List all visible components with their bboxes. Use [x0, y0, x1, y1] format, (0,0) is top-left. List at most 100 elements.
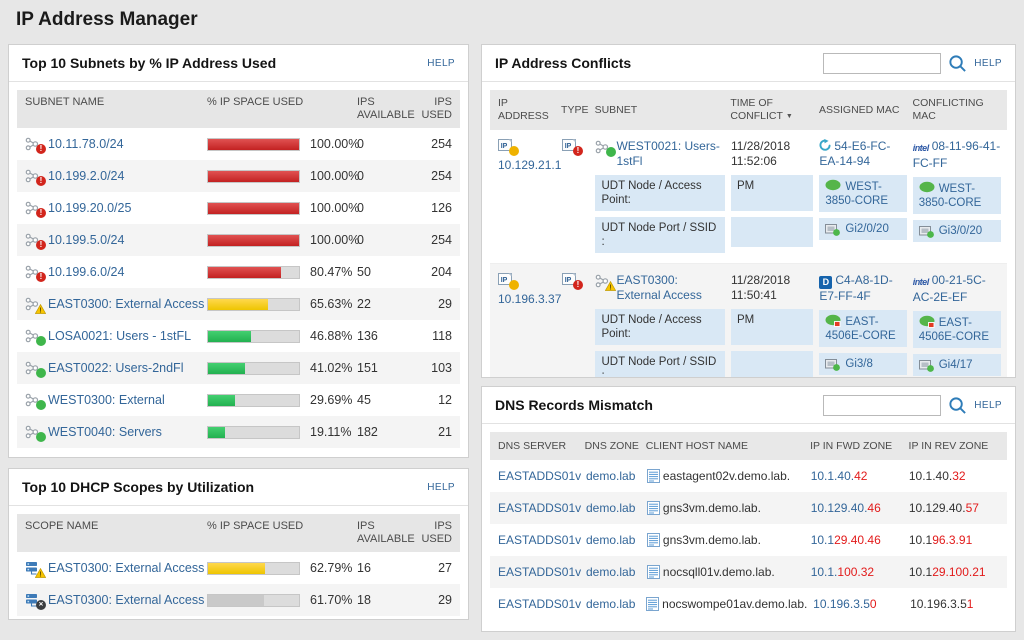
col-assigned-mac[interactable]: ASSIGNED MAC: [819, 104, 913, 117]
assigned-udt-node: WEST-3850-CORE: [819, 175, 906, 212]
subnet-cell: EAST0022: Users-2ndFl: [25, 361, 207, 375]
conflict-ip-link[interactable]: 10.196.3.37: [498, 292, 561, 306]
assigned-port-link[interactable]: Gi3/8: [845, 357, 873, 371]
dns-zone-cell: demo.lab: [586, 469, 647, 483]
assigned-udt-port: Gi2/0/20: [819, 218, 906, 240]
subnet-link[interactable]: 10.199.2.0/24: [48, 169, 124, 183]
usage-percent: 100.00%: [302, 233, 357, 247]
usage-bar: [207, 202, 302, 215]
dns-server-link[interactable]: EASTADDS01v: [498, 469, 581, 483]
conflicting-port-link[interactable]: Gi4/17: [939, 358, 973, 372]
table-row: WEST0040: Servers19.11%18221: [17, 416, 460, 448]
dns-server-cell: EASTADDS01v: [498, 501, 586, 515]
client-host-name: eastagent02v.demo.lab.: [663, 469, 790, 483]
dns-zone-link[interactable]: demo.lab: [586, 501, 635, 515]
subnet-cell: !10.11.78.0/24: [25, 137, 207, 151]
conflict-subnet-link[interactable]: EAST0300: External Access: [616, 273, 725, 303]
col-ip-in-rev-zone[interactable]: IP IN REV ZONE: [909, 440, 1007, 452]
col-type[interactable]: TYPE: [561, 104, 595, 117]
critical-status-icon: !: [36, 240, 46, 250]
ips-used-value: 126: [419, 201, 452, 215]
assigned-port-link[interactable]: Gi2/0/20: [845, 222, 888, 236]
subnet-link[interactable]: EAST0022: Users-2ndFl: [48, 361, 183, 375]
dns-zone-cell: demo.lab: [586, 533, 647, 547]
ip-rev-zone-cell: 10.1.40.32: [909, 469, 1007, 483]
subnet-link[interactable]: 10.199.5.0/24: [48, 233, 124, 247]
client-host-cell: gns3vm.demo.lab.: [647, 501, 811, 515]
dhcp-scope-link[interactable]: EAST0300: External Access: [48, 561, 204, 575]
ip-fwd-zone-cell: 10.1.40.42: [811, 469, 909, 483]
node-status-icon: [825, 179, 842, 192]
conflict-ip-link[interactable]: 10.129.21.1: [498, 158, 561, 172]
col-dns-server[interactable]: DNS SERVER: [498, 440, 585, 452]
help-link[interactable]: HELP: [427, 58, 455, 69]
subnet-link[interactable]: EAST0300: External Access: [48, 297, 204, 311]
dns-server-link[interactable]: EASTADDS01v: [498, 533, 581, 547]
subnet-icon: [25, 393, 41, 407]
up-status-icon: [36, 400, 46, 410]
ip-rev-zone-cell: 10.129.100.21: [909, 565, 1007, 579]
ip-fwd-zone-cell: 10.129.40.46: [811, 533, 909, 547]
dns-zone-link[interactable]: demo.lab: [586, 565, 635, 579]
col-ip-address[interactable]: IP ADDRESS: [498, 97, 561, 123]
dhcp-scope-link[interactable]: EAST0300: External Access: [48, 593, 204, 607]
panel-header: IP Address Conflicts HELP: [482, 45, 1015, 82]
usage-bar: [207, 234, 302, 247]
conflict-subnet-link[interactable]: WEST0021: Users-1stFl: [616, 139, 725, 169]
subnet-icon: [25, 329, 41, 343]
usage-percent: 65.63%: [302, 297, 357, 311]
col-client-host-name[interactable]: CLIENT HOST NAME: [646, 440, 810, 452]
document-icon: [647, 565, 660, 579]
dns-zone-link[interactable]: demo.lab: [586, 533, 635, 547]
ips-used-value: 29: [419, 593, 452, 607]
client-host-name: gns3vm.demo.lab.: [663, 533, 761, 547]
search-input[interactable]: [823, 395, 941, 416]
usage-bar: [207, 562, 302, 575]
subnet-cell: WEST0040: Servers: [25, 425, 207, 439]
subnet-link[interactable]: LOSA0021: Users - 1stFL: [48, 329, 191, 343]
conflicting-mac-cell: intel00-21-5C-AC-2E-EFEAST-4506E-COREGi4…: [913, 273, 1007, 378]
col-dns-zone[interactable]: DNS ZONE: [585, 440, 646, 452]
conflicts-panel-title: IP Address Conflicts: [495, 55, 631, 71]
dns-server-link[interactable]: EASTADDS01v: [498, 501, 581, 515]
up-status-icon: [36, 432, 46, 442]
col-ip-in-fwd-zone[interactable]: IP IN FWD ZONE: [810, 440, 908, 452]
subnet-link[interactable]: 10.199.6.0/24: [48, 265, 124, 279]
search-icon[interactable]: [948, 54, 967, 73]
ips-used-value: 29: [419, 297, 452, 311]
dns-zone-link[interactable]: demo.lab: [586, 597, 635, 611]
col-time-of-conflict[interactable]: TIME OF CONFLICT▼: [730, 97, 819, 123]
dns-zone-link[interactable]: demo.lab: [586, 469, 635, 483]
table-row: ! EAST0300: External Access 65.63%2229: [17, 288, 460, 320]
dns-server-link[interactable]: EASTADDS01v: [498, 565, 581, 579]
usage-percent: 29.69%: [302, 393, 357, 407]
ips-available-value: 50: [357, 265, 419, 279]
dns-server-link[interactable]: EASTADDS01v: [498, 597, 581, 611]
dns-server-cell: EASTADDS01v: [498, 533, 586, 547]
search-input[interactable]: [823, 53, 941, 74]
conflicting-port-link[interactable]: Gi3/0/20: [939, 224, 982, 238]
col-conflicting-mac[interactable]: CONFLICTING MAC: [912, 97, 1007, 123]
table-row: !EAST0300: External Access62.79%1627: [17, 552, 460, 584]
svg-text:!: !: [39, 306, 42, 314]
subnet-link[interactable]: 10.199.20.0/25: [48, 201, 131, 215]
search-icon[interactable]: [948, 396, 967, 415]
help-link[interactable]: HELP: [974, 400, 1002, 411]
subnets-table: SUBNET NAME % IP SPACE USED IPS AVAILABL…: [17, 90, 460, 448]
ips-available-value: 22: [357, 297, 419, 311]
ip-address-icon: IP: [498, 273, 514, 287]
node-status-icon: [919, 181, 936, 194]
dns-row: EASTADDS01vdemo.labgns3vm.demo.lab.10.12…: [490, 492, 1007, 524]
help-link[interactable]: HELP: [974, 58, 1002, 69]
conflicts-table: IP ADDRESS TYPE SUBNET TIME OF CONFLICT▼…: [490, 90, 1007, 378]
subnet-link[interactable]: WEST0300: External: [48, 393, 165, 407]
conflict-row: IP10.129.21.1IP!WEST0021: Users-1stFlUDT…: [490, 130, 1007, 264]
col-subnet[interactable]: SUBNET: [595, 104, 731, 117]
ips-used-value: 103: [419, 361, 452, 375]
table-row: !10.199.20.0/25100.00%0126: [17, 192, 460, 224]
subnet-link[interactable]: WEST0040: Servers: [48, 425, 162, 439]
subnet-link[interactable]: 10.11.78.0/24: [48, 137, 124, 151]
help-link[interactable]: HELP: [427, 482, 455, 493]
unknown-status-icon: ✕: [36, 600, 46, 610]
client-host-cell: gns3vm.demo.lab.: [647, 533, 811, 547]
